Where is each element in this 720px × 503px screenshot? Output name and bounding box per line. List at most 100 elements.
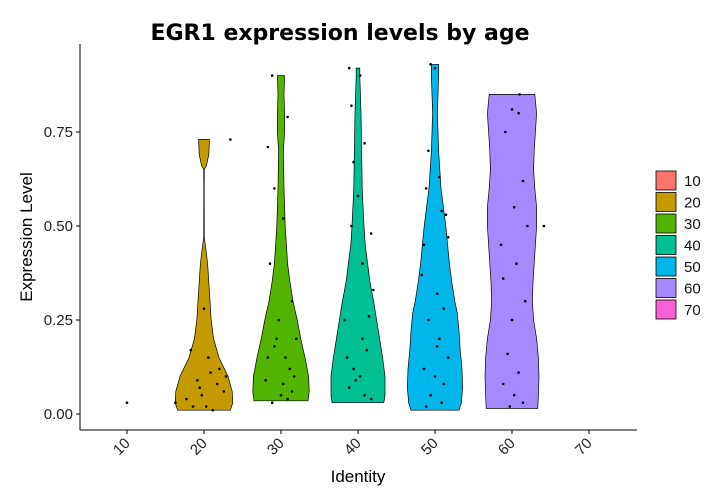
point-30-7: [275, 337, 278, 341]
x-tick-label: 50: [418, 435, 442, 459]
point-30-9: [292, 375, 296, 378]
point-40-5: [356, 194, 360, 198]
legend-label-70: 70: [684, 302, 701, 319]
x-tick-label: 10: [110, 435, 134, 459]
point-60-9: [510, 318, 514, 322]
point-30-16: [295, 337, 298, 341]
point-30-12: [286, 397, 289, 401]
point-40-7: [369, 232, 373, 235]
legend-label-50: 50: [684, 259, 701, 276]
legend-swatch-60: [655, 278, 677, 298]
point-50-14: [446, 356, 450, 359]
point-20-10: [207, 356, 210, 359]
point-40-16: [361, 337, 364, 341]
point-50-5: [440, 209, 443, 213]
point-50-15: [422, 367, 426, 371]
x-tick-label: 70: [572, 435, 596, 459]
violin-40: [330, 67, 386, 404]
x-axis-label: Identity: [331, 467, 386, 486]
x-tick-label: 20: [187, 435, 211, 459]
point-30-18: [281, 382, 285, 386]
point-60-13: [512, 393, 516, 397]
point-40-3: [363, 142, 366, 145]
x-tick-label: 40: [341, 435, 365, 459]
point-30-0: [270, 74, 274, 77]
violin-20: [174, 139, 234, 411]
point-60-15: [508, 405, 512, 408]
point-30-1: [286, 115, 289, 119]
x-tick-label: 60: [495, 435, 519, 459]
legend-swatch-70: [655, 299, 677, 320]
point-40-20: [369, 397, 373, 401]
point-30-15: [277, 318, 281, 322]
point-20-8: [191, 405, 195, 408]
y-axis-label: Expression Level: [17, 172, 36, 301]
point-50-12: [427, 318, 430, 322]
point-60-4: [512, 205, 516, 209]
legend-label-30: 30: [684, 216, 701, 233]
x-tick-label: 30: [264, 435, 288, 459]
point-20-2: [200, 393, 204, 397]
point-20-4: [209, 371, 212, 374]
legend-swatch-50: [655, 256, 677, 277]
point-60-14: [521, 401, 525, 405]
point-30-5: [268, 262, 272, 265]
point-50-20: [424, 405, 428, 408]
point-10-0: [125, 401, 129, 405]
point-50-17: [442, 382, 446, 386]
legend-label-20: 20: [684, 195, 701, 212]
violins-layer: [174, 63, 540, 411]
point-50-11: [442, 307, 446, 311]
y-tick-label: 0.25: [44, 312, 73, 329]
legend-swatch-20: [655, 192, 677, 212]
point-30-17: [266, 356, 270, 359]
point-60-3: [521, 179, 525, 183]
y-tick-label: 0.50: [44, 218, 73, 235]
point-50-0: [429, 63, 432, 66]
point-40-1: [358, 74, 362, 77]
point-60-2: [504, 130, 507, 134]
point-40-12: [352, 367, 355, 371]
point-50-16: [433, 375, 437, 378]
point-50-18: [429, 393, 432, 397]
point-20-1: [196, 378, 199, 382]
point-40-8: [361, 262, 364, 265]
chart-title: EGR1 expression levels by age: [150, 21, 529, 46]
legend-swatch-30: [655, 213, 677, 234]
point-60-18: [518, 93, 521, 96]
point-50-13: [438, 337, 441, 341]
point-40-6: [350, 224, 353, 228]
point-40-10: [343, 318, 347, 322]
y-tick-label: 0.75: [44, 124, 73, 141]
point-50-3: [438, 175, 441, 179]
ticks-layer: 0.00 0.25 0.50 0.75 10 20 30 40 50 60 70: [44, 124, 596, 459]
point-60-5: [499, 243, 503, 247]
point-50-19: [440, 401, 443, 405]
point-40-17: [365, 348, 369, 352]
point-20-6: [222, 390, 226, 393]
point-50-1: [433, 66, 437, 70]
point-20-12: [218, 367, 221, 371]
point-30-20: [270, 401, 274, 405]
point-30-14: [288, 367, 292, 371]
point-50-9: [420, 273, 424, 277]
point-60-11: [517, 371, 520, 374]
point-20-13: [229, 138, 232, 141]
point-30-10: [264, 378, 267, 382]
point-30-8: [284, 356, 287, 359]
point-40-14: [363, 393, 366, 397]
legend-label-40: 40: [684, 238, 701, 255]
violin-60: [484, 94, 540, 409]
point-50-8: [446, 236, 450, 239]
point-20-11: [211, 408, 215, 412]
y-tick-label: 0.00: [44, 406, 73, 423]
point-30-2: [266, 145, 270, 149]
point-30-13: [273, 345, 276, 348]
point-20-5: [215, 382, 219, 386]
point-50-7: [422, 243, 426, 247]
point-60-6: [515, 262, 518, 265]
point-20-16: [198, 386, 201, 390]
point-30-6: [290, 299, 294, 303]
